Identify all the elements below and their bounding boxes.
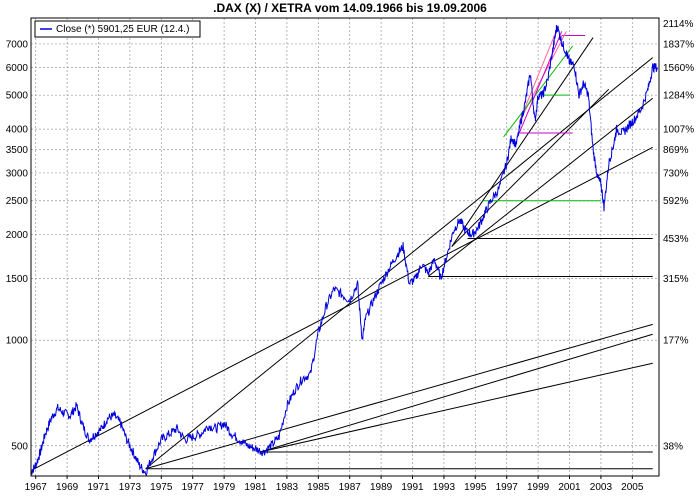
y-right-tick-label: 592% — [663, 196, 689, 207]
trend-lines — [30, 25, 654, 471]
x-tick-label: 2005 — [621, 482, 644, 493]
y-left-tick-label: 2000 — [6, 230, 29, 241]
y-right-tick-label: 38% — [663, 441, 683, 452]
support-line-fan-2 — [145, 57, 654, 470]
x-tick-label: 2003 — [590, 482, 613, 493]
x-tick-label: 1973 — [119, 482, 142, 493]
y-right-tick-label: 1560% — [663, 63, 694, 74]
support-line-steep-a — [451, 37, 594, 247]
y-left-tick-label: 4000 — [6, 125, 29, 136]
y-left-tick-label: 6000 — [6, 63, 29, 74]
overlay-line-magenta-1 — [518, 31, 563, 134]
overlay-line-green-1 — [503, 45, 574, 138]
y-left-tick-label: 1000 — [6, 336, 29, 347]
grid-lines — [31, 18, 659, 476]
x-axis-ticks: 1967 1969 1971 1973 1975 1977 1979 1981 1983 1985… — [25, 476, 644, 493]
y-left-tick-label: 7000 — [6, 39, 29, 50]
x-tick-label: 1971 — [87, 482, 110, 493]
x-tick-label: 1979 — [213, 482, 236, 493]
x-tick-label: 1993 — [433, 482, 456, 493]
support-line-fan-5 — [427, 97, 654, 277]
x-tick-label: 1981 — [244, 482, 267, 493]
y-left-tick-label: 3000 — [6, 168, 29, 179]
price-series — [30, 24, 658, 477]
y-right-tick-label: 315% — [663, 274, 689, 285]
legend-label: Close (*) 5901,25 EUR (12.4.) — [56, 24, 189, 35]
legend: Close (*) 5901,25 EUR (12.4.) — [34, 20, 201, 38]
x-tick-label: 1977 — [182, 482, 205, 493]
y-left-tick-label: 3500 — [6, 145, 29, 156]
series-line-close — [30, 24, 658, 477]
x-tick-label: 1989 — [370, 482, 393, 493]
y-left-tick-label: 1500 — [6, 274, 29, 285]
x-tick-label: 1969 — [56, 482, 79, 493]
support-line-fan-1 — [145, 323, 653, 470]
y-right-tick-label: 869% — [663, 145, 689, 156]
support-line-steep-b — [451, 88, 610, 247]
x-tick-label: 1975 — [150, 482, 173, 493]
x-tick-label: 1967 — [25, 482, 48, 493]
y-axis-left-ticks: 500 1000 1500 2000 2500 3000 3500 4000 5000 6000 7… — [6, 39, 29, 452]
chart-title: .DAX (X) / XETRA vom 14.09.1966 bis 19.0… — [213, 1, 487, 15]
overlay-line-pink-1 — [518, 25, 559, 122]
x-tick-label: 1995 — [464, 482, 487, 493]
y-left-tick-label: 500 — [11, 441, 28, 452]
support-line-fan-3 — [260, 333, 653, 453]
y-left-tick-label: 2500 — [6, 196, 29, 207]
x-tick-label: 1997 — [496, 482, 519, 493]
x-tick-label: 1985 — [307, 482, 330, 493]
x-tick-label: 1999 — [527, 482, 550, 493]
y-right-tick-label: 2114% — [663, 19, 694, 30]
legend-box — [34, 20, 201, 38]
x-tick-label: 1987 — [339, 482, 362, 493]
plot-frame — [30, 17, 660, 477]
x-tick-label: 2001 — [558, 482, 581, 493]
y-axis-right-ticks: 38% 177% 315% 453% 592% 730% 869% 1007% 1284% 156… — [663, 19, 694, 452]
y-right-tick-label: 730% — [663, 168, 689, 179]
y-right-tick-label: 1837% — [663, 39, 694, 50]
support-line-fan-4 — [260, 362, 653, 453]
y-right-tick-label: 1284% — [663, 91, 694, 102]
x-tick-label: 1991 — [401, 482, 424, 493]
y-right-tick-label: 1007% — [663, 125, 694, 136]
y-left-tick-label: 5000 — [6, 91, 29, 102]
x-tick-label: 1983 — [276, 482, 299, 493]
y-right-tick-label: 177% — [663, 336, 689, 347]
y-right-tick-label: 453% — [663, 234, 689, 245]
